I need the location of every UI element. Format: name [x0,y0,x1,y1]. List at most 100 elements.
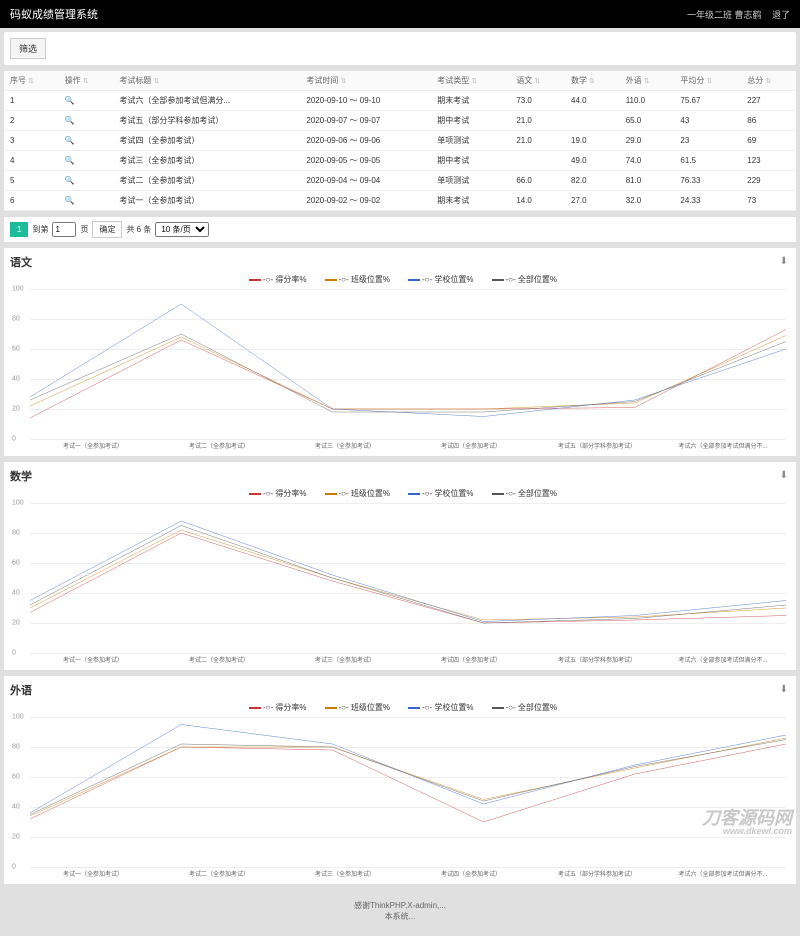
legend-item[interactable]: -○- 全部位置% [486,703,558,712]
cell: 75.67 [674,91,741,111]
x-tick: 考试二（全参加考试） [156,441,282,450]
y-tick: 60 [12,774,20,781]
chart-title: 数学 [10,468,790,484]
pager-size-select[interactable]: 10 条/页 [155,222,209,237]
legend-item[interactable]: -○- 学校位置% [402,703,474,712]
legend-item[interactable]: -○- 学校位置% [402,489,474,498]
cell: 44.0 [565,91,620,111]
col-header[interactable]: 序号⇅ [4,71,59,91]
cell: 66.0 [510,171,565,191]
chart-legend: -○- 得分率% -○- 班级位置% -○- 学校位置% -○- 全部位置% [10,488,790,499]
chart-area: 020406080100 [30,503,786,653]
x-tick: 考试五（部分学科参加考试） [534,869,660,878]
y-tick: 80 [12,316,20,323]
cell: 73 [741,191,796,211]
col-header[interactable]: 外语⇅ [620,71,675,91]
page-1[interactable]: 1 [10,222,28,237]
x-labels: 考试一（全参加考试）考试二（全参加考试）考试三（全参加考试）考试四（全参加考试）… [30,655,786,664]
view-icon[interactable]: 🔍 [59,151,114,171]
view-icon[interactable]: 🔍 [59,91,114,111]
y-tick: 60 [12,346,20,353]
chart-title: 外语 [10,682,790,698]
x-tick: 考试三（全参加考试） [282,869,408,878]
view-icon[interactable]: 🔍 [59,131,114,151]
download-icon[interactable]: ⬇ [780,470,788,481]
cell: 考试三（全参加考试） [113,151,300,171]
x-tick: 考试二（全参加考试） [156,655,282,664]
cell: 227 [741,91,796,111]
cell: 32.0 [620,191,675,211]
legend-item[interactable]: -○- 全部位置% [486,275,558,284]
cell: 21.0 [510,111,565,131]
cell: 65.0 [620,111,675,131]
legend-item[interactable]: -○- 学校位置% [402,275,474,284]
chart-panel: 外语⬇-○- 得分率%-○- 班级位置%-○- 学校位置%-○- 全部位置%02… [4,676,796,884]
table-row: 3🔍考试四（全参加考试）2020-09-06 ～ 09-06单项测试21.019… [4,131,796,151]
col-header[interactable]: 考试标题⇅ [113,71,300,91]
y-tick: 60 [12,560,20,567]
legend-item[interactable]: -○- 班级位置% [319,703,391,712]
view-icon[interactable]: 🔍 [59,191,114,211]
table-row: 6🔍考试一（全参加考试）2020-09-02 ～ 09-02期末考试14.027… [4,191,796,211]
cell: 2020-09-02 ～ 09-02 [300,191,431,211]
legend-item[interactable]: -○- 全部位置% [486,489,558,498]
col-header[interactable]: 平均分⇅ [674,71,741,91]
x-tick: 考试四（全参加考试） [408,441,534,450]
cell: 24.33 [674,191,741,211]
filter-button[interactable]: 筛选 [10,38,46,59]
cell: 考试二（全参加考试） [113,171,300,191]
download-icon[interactable]: ⬇ [780,684,788,695]
cell: 110.0 [620,91,675,111]
legend-item[interactable]: -○- 班级位置% [319,489,391,498]
col-header[interactable]: 考试时间⇅ [300,71,431,91]
col-header[interactable]: 语文⇅ [510,71,565,91]
col-header[interactable]: 总分⇅ [741,71,796,91]
cell: 2 [4,111,59,131]
pager-page-input[interactable] [52,222,76,237]
chart-panel: 数学⬇ -○- 得分率% -○- 班级位置% -○- 学校位置% -○- 全部位置% 02… [4,462,796,670]
cell: 期末考试 [431,91,510,111]
cell: 4 [4,151,59,171]
legend-item[interactable]: -○- 得分率% [243,275,307,284]
x-tick: 考试一（全参加考试） [30,655,156,664]
view-icon[interactable]: 🔍 [59,111,114,131]
cell: 期末考试 [431,191,510,211]
x-tick: 考试五（部分学科参加考试） [534,655,660,664]
chart-title: 语文 [10,254,790,270]
footer-line1: 感谢ThinkPHP,X-admin,... [14,900,786,911]
pager: 1 到第 页 确定 共 6 条 10 条/页 [4,217,796,242]
legend-item[interactable]: -○- 得分率% [243,703,307,712]
cell: 2020-09-06 ～ 09-06 [300,131,431,151]
logout-link[interactable]: 退了 [772,10,790,20]
col-header[interactable]: 操作⇅ [59,71,114,91]
cell: 49.0 [565,151,620,171]
cell: 81.0 [620,171,675,191]
cell [565,111,620,131]
chart-legend: -○- 得分率% -○- 班级位置% -○- 学校位置% -○- 全部位置% [10,274,790,285]
user-info[interactable]: 一年级二班 曹志鹤 [687,10,762,20]
y-tick: 20 [12,406,20,413]
chart-legend: -○- 得分率% -○- 班级位置% -○- 学校位置% -○- 全部位置% [10,702,790,713]
cell: 2020-09-10 ～ 09-10 [300,91,431,111]
cell: 23 [674,131,741,151]
table-panel: 序号⇅操作⇅考试标题⇅考试时间⇅考试类型⇅语文⇅数学⇅外语⇅平均分⇅总分⇅ 1🔍… [4,71,796,211]
cell: 考试一（全参加考试） [113,191,300,211]
col-header[interactable]: 数学⇅ [565,71,620,91]
cell: 单项测试 [431,171,510,191]
cell: 2020-09-07 ～ 09-07 [300,111,431,131]
pager-page-unit: 页 [80,224,88,235]
download-icon[interactable]: ⬇ [780,256,788,267]
cell: 86 [741,111,796,131]
cell: 29.0 [620,131,675,151]
legend-item[interactable]: -○- 班级位置% [319,275,391,284]
table-row: 5🔍考试二（全参加考试）2020-09-04 ～ 09-04单项测试66.082… [4,171,796,191]
cell: 76.33 [674,171,741,191]
view-icon[interactable]: 🔍 [59,171,114,191]
app-title: 码蚁成绩管理系统 [10,6,98,22]
col-header[interactable]: 考试类型⇅ [431,71,510,91]
pager-confirm[interactable]: 确定 [92,221,122,238]
chart-area: 020406080100 [30,289,786,439]
legend-item[interactable]: -○- 得分率% [243,489,307,498]
y-tick: 0 [12,864,16,871]
y-tick: 0 [12,436,16,443]
